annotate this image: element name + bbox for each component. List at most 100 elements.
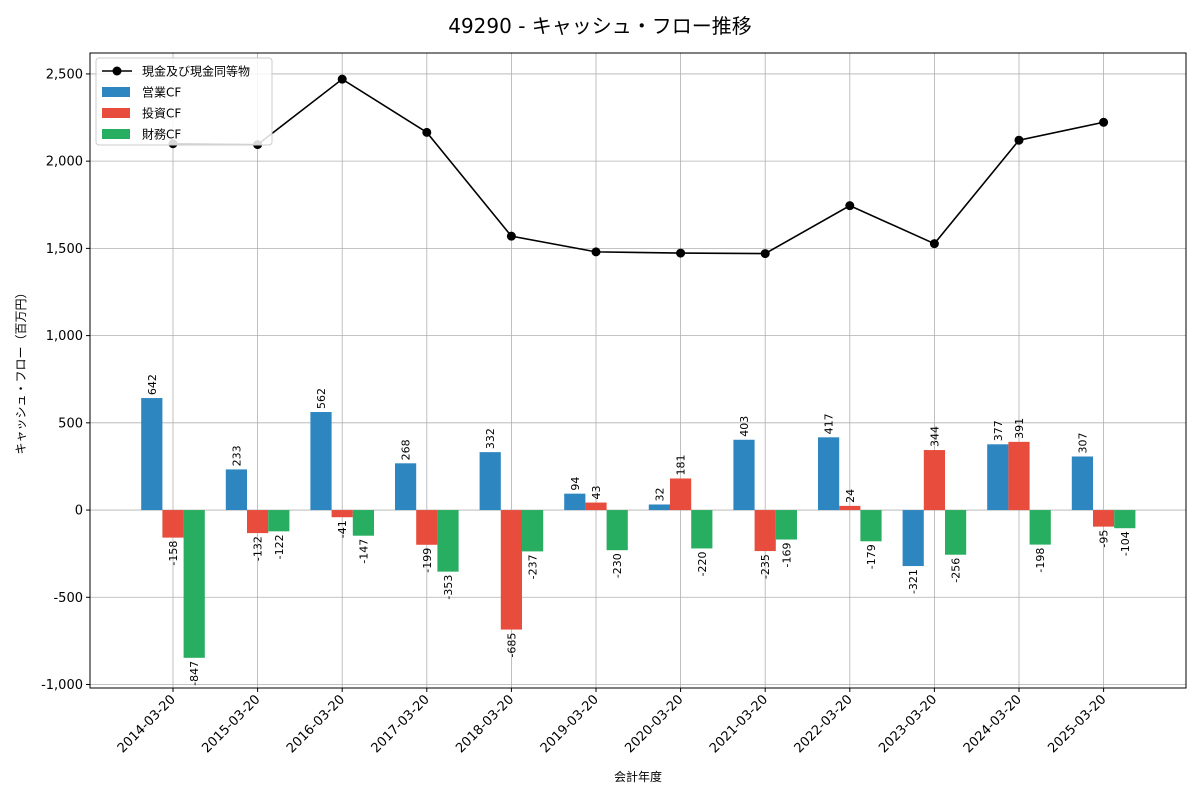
- bar: [1008, 441, 1030, 511]
- bar: [225, 469, 247, 511]
- bar-value-label: -237: [527, 554, 540, 579]
- bar-value-label: 377: [992, 420, 1005, 441]
- bar: [564, 493, 586, 511]
- bar: [331, 510, 353, 518]
- bar-value-label: -158: [167, 541, 180, 566]
- bar: [310, 412, 332, 511]
- x-tick-label: 2022-03-20: [792, 692, 856, 756]
- bar-value-label: 94: [569, 477, 582, 491]
- bar-value-label: -179: [865, 544, 878, 569]
- bar-value-label: 181: [675, 454, 688, 475]
- bar: [1114, 510, 1136, 529]
- legend-swatch: [102, 87, 130, 97]
- x-tick-label: 2016-03-20: [284, 692, 348, 756]
- bar-value-label: 24: [844, 489, 857, 503]
- x-tick-label: 2017-03-20: [369, 692, 433, 756]
- cash-point: [1099, 117, 1109, 127]
- bar-value-label: 391: [1013, 418, 1026, 439]
- bar: [670, 478, 692, 511]
- legend-label: 現金及び現金同等物: [142, 64, 250, 79]
- bar-value-label: -147: [357, 539, 370, 564]
- cash-point: [337, 74, 347, 84]
- y-tick-label: 0: [75, 504, 83, 519]
- grid-lines: [90, 53, 1186, 688]
- cash-point: [760, 249, 770, 259]
- cash-point: [506, 231, 516, 241]
- y-tick-label: -500: [53, 591, 83, 606]
- bar: [522, 510, 544, 552]
- bar-value-label: -321: [907, 569, 920, 594]
- bar: [437, 510, 459, 572]
- cash-point: [676, 248, 686, 258]
- bar: [183, 510, 205, 658]
- chart-title: 49290 - キャッシュ・フロー推移: [448, 14, 752, 38]
- bar-value-label: 233: [230, 445, 243, 466]
- cash-line-path: [172, 78, 1104, 255]
- bar: [923, 450, 945, 511]
- legend-marker: [112, 66, 122, 76]
- y-tick-label: -1,000: [41, 678, 83, 693]
- bar: [500, 510, 522, 630]
- data-labels: 642 233 562 268 332 94 32 403 417 -321 377 307 -158 -…: [146, 374, 1132, 686]
- bar-value-label: -353: [442, 575, 455, 600]
- x-tick-label: 2025-03-20: [1045, 692, 1109, 756]
- bar-value-label: -847: [188, 661, 201, 686]
- bar: [352, 510, 374, 536]
- bars: [141, 398, 1136, 658]
- x-tick-label: 2021-03-20: [707, 692, 771, 756]
- legend-box: [95, 57, 273, 146]
- bar-value-label: 307: [1076, 433, 1089, 454]
- bar-value-label: -235: [759, 554, 772, 579]
- bar: [585, 502, 607, 511]
- bar: [754, 510, 776, 552]
- cash-point: [591, 247, 601, 257]
- bar-value-label: -685: [505, 633, 518, 658]
- bar: [839, 505, 861, 511]
- legend-label: 投資CF: [142, 106, 181, 121]
- x-tick-label: 2014-03-20: [115, 692, 179, 756]
- x-tick-label: 2024-03-20: [961, 692, 1025, 756]
- cash-point: [422, 127, 432, 137]
- x-axis: 2014-03-20 2015-03-20 2016-03-20 2017-03-20…: [115, 688, 1109, 756]
- bar-value-label: -199: [421, 548, 434, 573]
- bar-value-label: -220: [696, 551, 709, 576]
- y-tick-label: 2,500: [46, 67, 83, 82]
- x-tick-label: 2015-03-20: [199, 692, 263, 756]
- bar-value-label: 268: [400, 439, 413, 460]
- bar-value-label: -95: [1098, 530, 1111, 548]
- cash-point: [929, 239, 939, 249]
- bar: [1071, 456, 1093, 511]
- bar-value-label: 43: [590, 486, 603, 500]
- bar-value-label: -256: [950, 558, 963, 583]
- bar-value-label: -169: [780, 543, 793, 568]
- bar: [606, 510, 628, 551]
- bar: [1029, 510, 1051, 545]
- bar: [141, 398, 163, 511]
- bar: [395, 463, 417, 511]
- y-tick-label: 1,000: [46, 329, 83, 344]
- bar: [733, 439, 755, 511]
- bar-value-label: 562: [315, 388, 328, 409]
- bar: [1093, 510, 1115, 527]
- bar: [945, 510, 967, 555]
- bar: [268, 510, 290, 532]
- bar-value-label: 403: [738, 416, 751, 437]
- bar-value-label: 332: [484, 428, 497, 449]
- cash-point: [845, 201, 855, 211]
- bar: [247, 510, 269, 534]
- bar-value-label: -230: [611, 553, 624, 578]
- legend-label: 財務CF: [142, 127, 181, 142]
- bar: [987, 444, 1009, 511]
- bar: [416, 510, 438, 545]
- y-tick-label: 1,500: [46, 242, 83, 257]
- bar-value-label: -132: [252, 536, 265, 561]
- bar: [775, 510, 797, 540]
- legend-swatch: [102, 108, 130, 118]
- bar: [902, 510, 924, 567]
- bar-value-label: -41: [336, 520, 349, 538]
- x-tick-label: 2023-03-20: [876, 692, 940, 756]
- x-axis-title: 会計年度: [614, 769, 662, 784]
- cash-line: [168, 74, 1109, 259]
